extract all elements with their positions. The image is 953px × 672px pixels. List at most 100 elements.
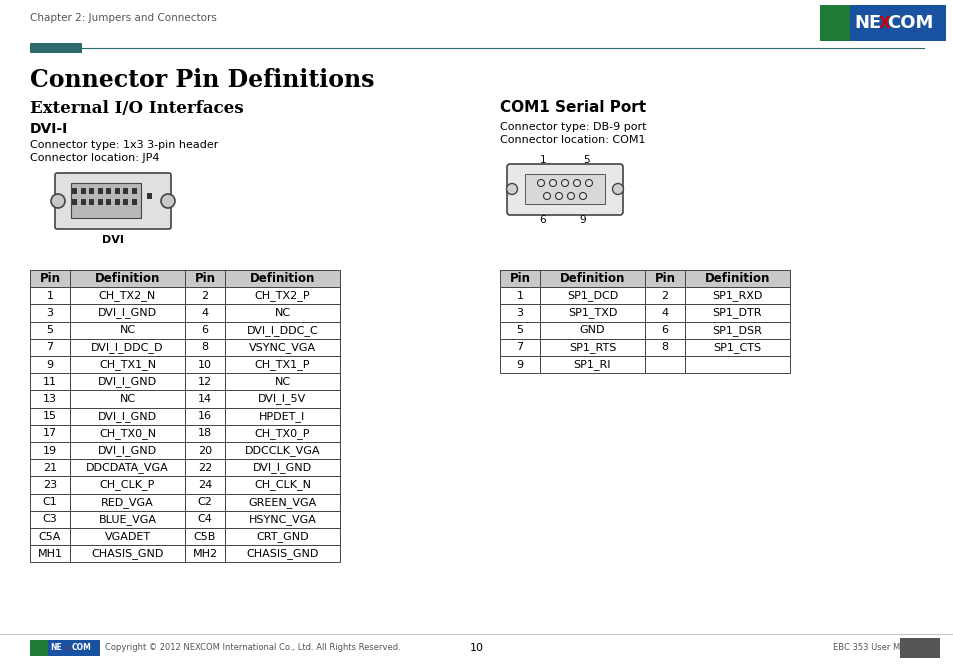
Bar — [684, 304, 789, 322]
Text: DVI: DVI — [102, 235, 124, 245]
Bar — [30, 390, 70, 408]
Bar — [70, 459, 185, 476]
Bar — [71, 183, 141, 218]
Bar — [30, 459, 70, 476]
Bar — [70, 476, 185, 494]
Bar — [30, 356, 70, 373]
Text: 22: 22 — [197, 463, 212, 473]
Bar — [98, 199, 103, 205]
Bar — [539, 322, 644, 339]
Text: 20: 20 — [197, 446, 212, 456]
Bar — [185, 287, 225, 304]
Text: NE: NE — [853, 14, 881, 32]
Text: DDCDATA_VGA: DDCDATA_VGA — [86, 462, 169, 473]
Bar — [185, 304, 225, 322]
Bar — [185, 322, 225, 339]
Bar — [30, 545, 70, 562]
Text: CHASIS_GND: CHASIS_GND — [246, 548, 318, 559]
Text: EBC 353 User Manual: EBC 353 User Manual — [833, 644, 923, 653]
Text: 9: 9 — [47, 360, 53, 370]
Text: CH_TX2_N: CH_TX2_N — [99, 290, 156, 301]
Bar — [30, 270, 70, 287]
Bar — [539, 339, 644, 356]
Bar — [70, 390, 185, 408]
Text: Definition: Definition — [94, 272, 160, 285]
Text: Connector type: DB-9 port: Connector type: DB-9 port — [499, 122, 646, 132]
Circle shape — [506, 183, 517, 194]
Text: 5: 5 — [583, 155, 590, 165]
Bar — [225, 459, 339, 476]
Bar — [225, 425, 339, 442]
Bar — [499, 322, 539, 339]
Bar — [539, 304, 644, 322]
Text: HSYNC_VGA: HSYNC_VGA — [249, 514, 316, 525]
Text: 6: 6 — [201, 325, 209, 335]
Bar — [539, 287, 644, 304]
Text: 9: 9 — [516, 360, 523, 370]
Bar — [70, 339, 185, 356]
Text: CH_CLK_N: CH_CLK_N — [253, 480, 311, 491]
Bar — [123, 199, 129, 205]
Text: HPDET_I: HPDET_I — [259, 411, 305, 421]
Text: CH_CLK_P: CH_CLK_P — [100, 480, 155, 491]
Text: CHASIS_GND: CHASIS_GND — [91, 548, 164, 559]
Bar — [107, 188, 112, 194]
Bar — [644, 322, 684, 339]
Text: MH2: MH2 — [193, 549, 217, 559]
Circle shape — [549, 179, 556, 187]
Text: VGADET: VGADET — [104, 532, 151, 542]
Text: MH1: MH1 — [37, 549, 63, 559]
Bar — [684, 322, 789, 339]
Text: 21: 21 — [43, 463, 57, 473]
Bar — [644, 287, 684, 304]
Text: DVI_I_GND: DVI_I_GND — [253, 462, 312, 473]
Bar — [123, 188, 129, 194]
Text: 15: 15 — [43, 411, 57, 421]
Text: External I/O Interfaces: External I/O Interfaces — [30, 100, 243, 117]
Text: DVI_I_GND: DVI_I_GND — [98, 445, 157, 456]
Text: DVI_I_GND: DVI_I_GND — [98, 308, 157, 319]
Text: COM1 Serial Port: COM1 Serial Port — [499, 100, 645, 115]
Text: COM: COM — [886, 14, 933, 32]
Text: RED_VGA: RED_VGA — [101, 497, 153, 507]
Text: 23: 23 — [43, 480, 57, 490]
Text: 1: 1 — [516, 291, 523, 301]
Text: 2: 2 — [660, 291, 668, 301]
Bar — [225, 339, 339, 356]
Text: X: X — [878, 15, 889, 30]
Text: Definition: Definition — [250, 272, 314, 285]
Text: Pin: Pin — [39, 272, 60, 285]
Bar — [225, 373, 339, 390]
Text: 1: 1 — [539, 155, 546, 165]
Bar — [30, 373, 70, 390]
Bar — [499, 304, 539, 322]
Bar — [499, 356, 539, 373]
Bar — [147, 193, 152, 199]
Text: 18: 18 — [197, 429, 212, 438]
Bar — [30, 43, 82, 53]
Text: 6: 6 — [539, 215, 546, 225]
Circle shape — [161, 194, 174, 208]
Bar — [225, 270, 339, 287]
Bar — [185, 408, 225, 425]
Bar — [684, 270, 789, 287]
Bar — [70, 442, 185, 459]
Text: SP1_DTR: SP1_DTR — [712, 308, 761, 319]
Bar — [30, 287, 70, 304]
Text: DDCCLK_VGA: DDCCLK_VGA — [245, 445, 320, 456]
Text: C3: C3 — [43, 514, 57, 524]
Bar — [185, 373, 225, 390]
Circle shape — [567, 192, 574, 200]
Text: NC: NC — [119, 394, 135, 404]
Bar — [644, 339, 684, 356]
Text: Connector location: JP4: Connector location: JP4 — [30, 153, 159, 163]
Text: GREEN_VGA: GREEN_VGA — [248, 497, 316, 507]
Text: GND: GND — [579, 325, 604, 335]
Text: NC: NC — [274, 377, 291, 387]
Bar — [225, 545, 339, 562]
Bar — [899, 638, 939, 658]
Bar — [849, 5, 945, 41]
Text: 6: 6 — [660, 325, 668, 335]
Bar — [30, 322, 70, 339]
Bar — [225, 528, 339, 545]
